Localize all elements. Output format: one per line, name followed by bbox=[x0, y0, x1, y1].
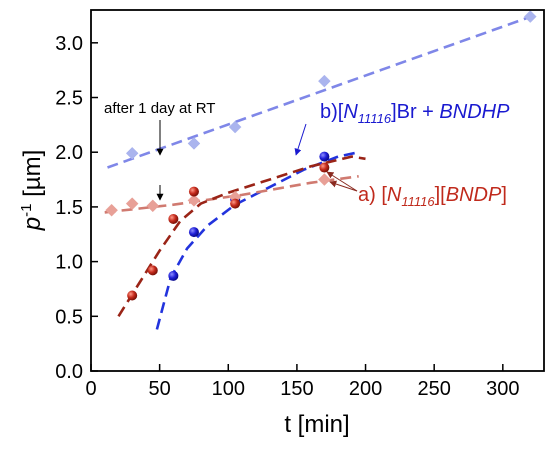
data-point-3 bbox=[319, 162, 330, 173]
label-b-n: N bbox=[343, 101, 358, 123]
data-point-1 bbox=[188, 227, 199, 238]
x-tick-label: 50 bbox=[149, 378, 171, 400]
y-tick-label: 1.5 bbox=[55, 197, 83, 219]
data-point-0 bbox=[228, 120, 242, 134]
x-tick-label: 250 bbox=[417, 378, 450, 400]
y-tick-label: 3.0 bbox=[55, 33, 83, 55]
axis-ticks: 0 50 100 150 200 250 300 0.0 0.5 1.0 1.5 2.0 2.5 3.0 bbox=[55, 33, 519, 400]
label-b-mid: ]Br + bbox=[391, 101, 439, 123]
label-b-prefix: b)[ bbox=[320, 101, 344, 123]
data-point-3 bbox=[230, 198, 241, 209]
data-point-3 bbox=[168, 213, 179, 224]
data-point-2 bbox=[105, 203, 118, 217]
y-axis-label: p-1 [µm] bbox=[18, 150, 46, 232]
series-label-a: a) [N11116][BNDP] bbox=[358, 184, 507, 209]
y-axis-label-unit: [µm] bbox=[19, 150, 46, 204]
x-tick-label: 150 bbox=[280, 378, 313, 400]
fit-line-0 bbox=[107, 13, 538, 169]
data-point-2 bbox=[146, 199, 160, 213]
x-tick-label: 200 bbox=[349, 378, 382, 400]
plot-frame bbox=[90, 9, 545, 372]
label-a-arrow-1 bbox=[326, 171, 358, 192]
x-axis-label: t [min] bbox=[284, 411, 349, 438]
y-tick-label: 1.0 bbox=[55, 252, 83, 274]
data-point-0 bbox=[187, 137, 201, 150]
y-tick-label: 2.5 bbox=[55, 88, 83, 110]
data-point-3 bbox=[127, 290, 138, 301]
x-tick-label: 0 bbox=[85, 378, 96, 400]
y-tick-label: 0.0 bbox=[55, 361, 83, 383]
data-point-2 bbox=[187, 193, 201, 207]
annotation-note: after 1 day at RT bbox=[104, 100, 215, 117]
label-b-end: BNDHP bbox=[439, 101, 510, 123]
data-point-2 bbox=[125, 197, 139, 210]
data-point-0 bbox=[125, 146, 139, 160]
label-a-close: ] bbox=[501, 184, 507, 206]
label-b-arrow bbox=[294, 123, 307, 156]
label-a-subscript: 11116 bbox=[401, 194, 435, 209]
label-a-n: N bbox=[387, 184, 402, 206]
x-tick-label: 100 bbox=[212, 378, 245, 400]
plot-area bbox=[104, 10, 538, 330]
data-point-1 bbox=[319, 151, 330, 162]
y-tick-label: 0.5 bbox=[55, 306, 83, 328]
data-point-2 bbox=[318, 173, 331, 186]
y-axis-label-base: p bbox=[19, 217, 46, 231]
data-point-3 bbox=[188, 186, 199, 197]
y-tick-label: 2.0 bbox=[55, 142, 83, 164]
series-label-b: b)[N11116]Br + BNDHP bbox=[320, 101, 510, 126]
y-axis-label-sup: -1 bbox=[18, 204, 35, 217]
data-point-1 bbox=[168, 270, 179, 281]
data-point-0 bbox=[318, 74, 331, 88]
label-a-prefix: a) [ bbox=[358, 184, 387, 206]
data-point-3 bbox=[147, 265, 158, 276]
label-a-arrow-2 bbox=[329, 180, 358, 192]
label-a-mid: ][ bbox=[435, 184, 447, 206]
x-tick-label: 300 bbox=[486, 378, 519, 400]
label-b-subscript: 11116 bbox=[358, 111, 392, 126]
data-point-0 bbox=[523, 10, 537, 23]
label-a-end: BNDP bbox=[446, 184, 502, 206]
